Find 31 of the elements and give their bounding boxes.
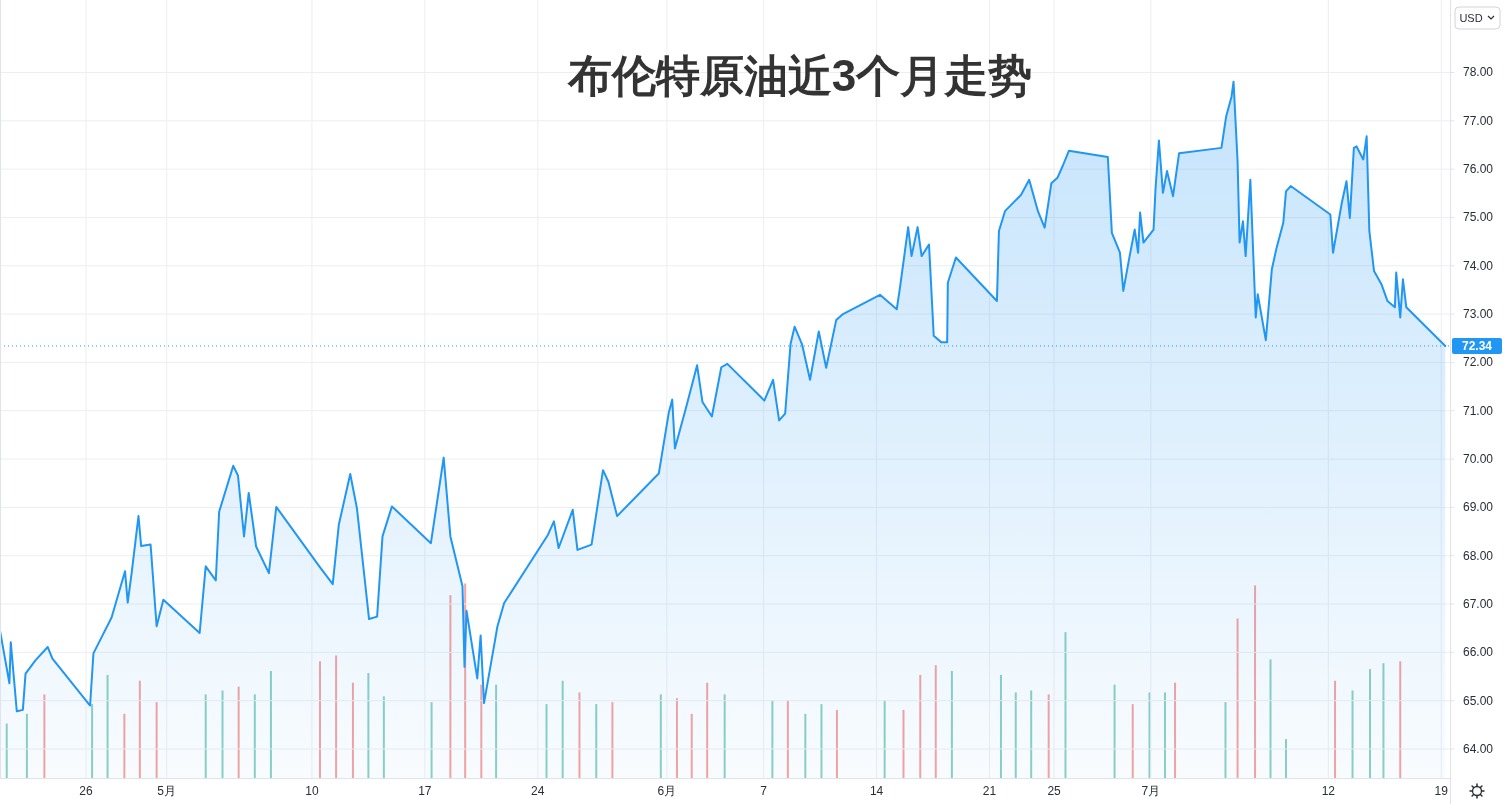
y-tick-label: 72.00 bbox=[1462, 355, 1494, 370]
y-tick-label: 77.00 bbox=[1462, 113, 1494, 128]
x-tick-label: 10 bbox=[305, 784, 319, 798]
y-tick-label: 70.00 bbox=[1462, 452, 1494, 467]
x-tick-label: 14 bbox=[869, 784, 884, 798]
y-tick-label: 76.00 bbox=[1462, 162, 1494, 177]
x-tick-label: 7月 bbox=[1141, 784, 1161, 798]
x-tick-label: 17 bbox=[418, 784, 432, 798]
text: 布伦特原油近3个月走势 bbox=[566, 50, 1033, 100]
y-tick-label: 69.00 bbox=[1462, 500, 1494, 515]
y-tick-label: 74.00 bbox=[1462, 258, 1494, 273]
x-tick-label: 25 bbox=[1047, 784, 1062, 798]
x-tick-label: 7 bbox=[760, 784, 768, 798]
y-tick-label: 66.00 bbox=[1462, 645, 1494, 660]
x-tick-label: 5月 bbox=[157, 784, 177, 798]
ref-line-label: 72.34 bbox=[1461, 338, 1493, 353]
y-tick-label: 71.00 bbox=[1462, 403, 1494, 418]
x-tick-label: 24 bbox=[531, 784, 545, 798]
y-tick-label: 64.00 bbox=[1462, 742, 1494, 757]
x-tick-label: 6月 bbox=[657, 784, 677, 798]
y-tick-label: 78.00 bbox=[1462, 65, 1494, 80]
y-tick-label: 75.00 bbox=[1462, 210, 1494, 225]
y-tick-label: 68.00 bbox=[1462, 548, 1494, 563]
x-tick-label: 12 bbox=[1321, 784, 1336, 798]
y-tick-label: 67.00 bbox=[1462, 597, 1494, 612]
x-tick-label: 26 bbox=[79, 784, 94, 798]
y-tick-label: 73.00 bbox=[1462, 307, 1494, 322]
y-tick-label: 65.00 bbox=[1462, 693, 1494, 708]
x-tick-label: 19 bbox=[1434, 784, 1449, 798]
x-tick-label: 21 bbox=[982, 784, 997, 798]
y-axis-title: USD bbox=[1459, 12, 1483, 24]
